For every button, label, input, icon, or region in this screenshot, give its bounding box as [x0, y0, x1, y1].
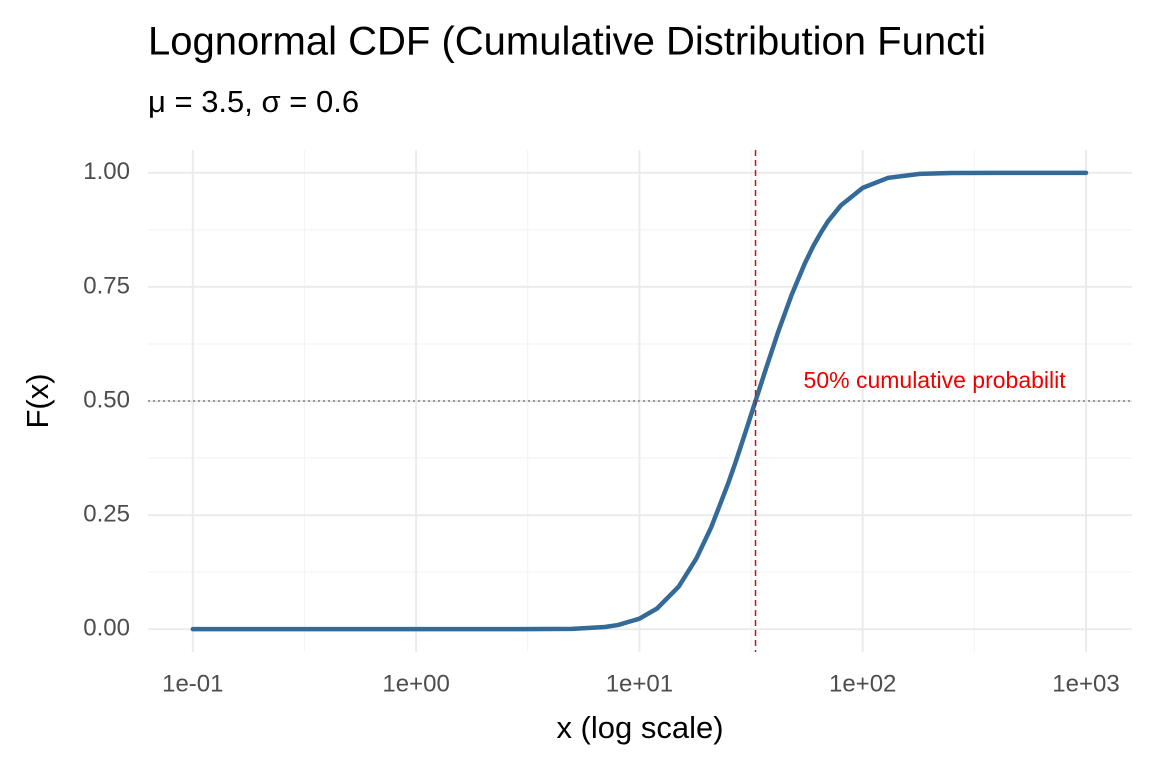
- x-tick-label: 1e-01: [162, 670, 223, 697]
- y-tick-label: 1.00: [83, 158, 130, 185]
- chart-title: Lognormal CDF (Cumulative Distribution F…: [148, 20, 986, 64]
- x-tick-label: 1e+01: [606, 670, 673, 697]
- y-tick-label: 0.25: [83, 500, 130, 527]
- y-tick-label: 0.00: [83, 615, 130, 642]
- chart-subtitle: μ = 3.5, σ = 0.6: [148, 84, 359, 119]
- x-tick-label: 1e+02: [829, 670, 896, 697]
- y-tick-label: 0.75: [83, 272, 130, 299]
- x-tick-label: 1e+03: [1052, 670, 1119, 697]
- x-tick-label: 1e+00: [382, 670, 449, 697]
- annotation: 50% cumulative probabilit: [804, 367, 1067, 393]
- x-axis-title: x (log scale): [556, 710, 723, 745]
- y-tick-label: 0.50: [83, 386, 130, 413]
- y-axis-title: F(x): [20, 373, 55, 428]
